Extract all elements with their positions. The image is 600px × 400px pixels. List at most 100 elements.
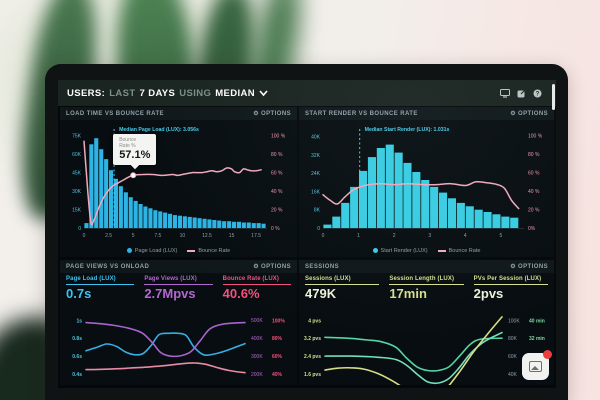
metric-session-length: Session Length (LUX) 17min xyxy=(389,276,464,306)
svg-text:24K: 24K xyxy=(311,171,321,177)
svg-text:60K: 60K xyxy=(72,152,82,158)
legend: Page Load (LUX) Bounce Rate xyxy=(60,244,297,257)
gear-icon: ⚙ xyxy=(253,110,260,117)
svg-text:2.4 pvs: 2.4 pvs xyxy=(304,354,321,360)
legend-label: Bounce Rate xyxy=(448,247,481,254)
chevron-down-icon xyxy=(259,89,268,96)
panel-title: SESSIONS xyxy=(305,263,340,270)
svg-text:0.6s: 0.6s xyxy=(72,354,82,360)
metric-label: Session Length (LUX) xyxy=(389,276,464,285)
tooltip: Bounce Rate % 57.1% xyxy=(113,134,157,170)
gear-icon: ⚙ xyxy=(510,263,517,270)
svg-text:1.6 pvs: 1.6 pvs xyxy=(304,372,321,378)
legend-dot-icon xyxy=(126,248,132,253)
svg-text:4: 4 xyxy=(464,233,467,239)
metric-value: 17min xyxy=(389,286,427,301)
svg-text:15: 15 xyxy=(229,233,235,239)
metric-value: 479K xyxy=(305,286,337,301)
metric-label: PVs Per Session (LUX) xyxy=(473,276,548,285)
svg-text:0%: 0% xyxy=(528,226,536,232)
svg-text:300K: 300K xyxy=(251,354,263,360)
metric-page-views: Page Views (LUX) 2.7Mpvs xyxy=(144,276,213,306)
svg-text:40 %: 40 % xyxy=(271,189,283,195)
metric-label: Page Load (LUX) xyxy=(66,276,135,285)
svg-text:5: 5 xyxy=(132,233,135,239)
svg-text:3: 3 xyxy=(428,233,431,239)
svg-text:5: 5 xyxy=(499,233,502,239)
svg-text:0: 0 xyxy=(83,233,86,239)
metric-value: 2.7Mpvs xyxy=(144,286,196,301)
svg-text:45K: 45K xyxy=(72,171,82,177)
svg-text:0: 0 xyxy=(78,226,81,232)
svg-text:60 %: 60 % xyxy=(271,171,283,177)
svg-text:20 %: 20 % xyxy=(271,208,283,214)
svg-text:100%: 100% xyxy=(272,318,285,324)
laptop: USERS: LAST 7 DAYS USING MEDIAN xyxy=(45,64,568,400)
load-time-chart[interactable]: 75K 60K 45K 30K 15K 0 100 % 80 % 60 % 40 % 20 % 0 %… xyxy=(60,120,297,244)
svg-text:80 %: 80 % xyxy=(528,152,540,158)
options-button[interactable]: ⚙ OPTIONS xyxy=(253,263,291,270)
legend-dash-icon xyxy=(437,249,446,252)
users-filter-dropdown[interactable]: USERS: LAST 7 DAYS USING MEDIAN xyxy=(67,88,268,99)
legend-dash-icon xyxy=(187,249,196,252)
display-icon[interactable] xyxy=(500,88,510,98)
metric-sessions: Sessions (LUX) 479K xyxy=(305,276,380,306)
metric-value: 0.7s xyxy=(66,286,92,301)
svg-text:30K: 30K xyxy=(72,189,82,195)
legend-label: Start Render (LUX) xyxy=(380,247,428,254)
metric-page-load: Page Load (LUX) 0.7s xyxy=(66,276,135,306)
options-button[interactable]: ⚙ OPTIONS xyxy=(510,263,548,270)
options-button[interactable]: ⚙ OPTIONS xyxy=(253,110,291,117)
svg-text:32 min: 32 min xyxy=(529,336,545,342)
panel-page-views: PAGE VIEWS VS ONLOAD ⚙ OPTIONS Page Load… xyxy=(60,260,297,385)
svg-text:17.5: 17.5 xyxy=(251,233,261,239)
users-label: USERS: xyxy=(67,87,106,99)
svg-text:100K: 100K xyxy=(508,318,520,324)
svg-text:400K: 400K xyxy=(251,336,263,342)
svg-text:500K: 500K xyxy=(251,318,263,324)
svg-text:80 %: 80 % xyxy=(271,152,283,158)
metric-bounce-rate: Bounce Rate (LUX) 40.6% xyxy=(222,276,291,306)
svg-text:100 %: 100 % xyxy=(528,134,543,140)
top-bar: USERS: LAST 7 DAYS USING MEDIAN xyxy=(58,80,556,106)
panel-sessions: SESSIONS ⚙ OPTIONS Sessions (LUX) 479K S… xyxy=(299,260,554,385)
svg-text:10: 10 xyxy=(180,233,186,239)
svg-text:40%: 40% xyxy=(272,372,283,378)
svg-text:40 %: 40 % xyxy=(528,189,540,195)
notifications-button[interactable] xyxy=(522,350,552,380)
svg-text:32K: 32K xyxy=(311,153,321,159)
page-views-chart[interactable]: 1s 0.8s 0.6s 0.4s 500K 400K 300K 200K 100% 80% 60%… xyxy=(60,306,297,385)
svg-text:1s: 1s xyxy=(76,318,82,324)
export-icon[interactable] xyxy=(516,88,526,98)
metric-label: Bounce Rate (LUX) xyxy=(222,276,291,285)
svg-text:60%: 60% xyxy=(272,354,283,360)
svg-text:3.2 pvs: 3.2 pvs xyxy=(304,336,321,342)
svg-text:8K: 8K xyxy=(314,208,321,214)
svg-text:2: 2 xyxy=(393,233,396,239)
tooltip-value: 57.1% xyxy=(119,149,151,162)
using-label: USING xyxy=(179,87,212,99)
svg-text:1: 1 xyxy=(357,233,360,239)
scrollbar[interactable] xyxy=(552,84,555,110)
panel-title: LOAD TIME VS BOUNCE RATE xyxy=(66,110,164,117)
gear-icon: ⚙ xyxy=(253,263,260,270)
metric-label: Page Views (LUX) xyxy=(144,276,213,285)
svg-text:0.4s: 0.4s xyxy=(72,372,82,378)
svg-text:0 %: 0 % xyxy=(271,226,280,232)
legend-dot-icon xyxy=(372,248,378,253)
svg-text:80K: 80K xyxy=(508,336,518,342)
start-render-chart[interactable]: 40K 32K 24K 16K 8K 0 100 % 80 % 60 % 40 % 20 % 0% 0 1… xyxy=(299,120,554,244)
svg-text:7.5: 7.5 xyxy=(154,233,161,239)
panel-title: START RENDER VS BOUNCE RATE xyxy=(305,110,418,117)
photo-icon xyxy=(529,361,542,372)
svg-text:0: 0 xyxy=(317,226,320,232)
help-icon[interactable]: ? xyxy=(532,89,542,98)
sessions-chart[interactable]: 4 pvs 3.2 pvs 2.4 pvs 1.6 pvs 100K 80K 60K 40K 4… xyxy=(299,306,554,385)
metric-value: 2pvs xyxy=(473,286,504,301)
svg-text:80%: 80% xyxy=(272,336,283,342)
legend-label: Bounce Rate xyxy=(198,247,231,254)
options-button[interactable]: ⚙ OPTIONS xyxy=(510,110,548,117)
legend-label: Page Load (LUX) xyxy=(134,247,178,254)
svg-text:20 %: 20 % xyxy=(528,208,540,214)
